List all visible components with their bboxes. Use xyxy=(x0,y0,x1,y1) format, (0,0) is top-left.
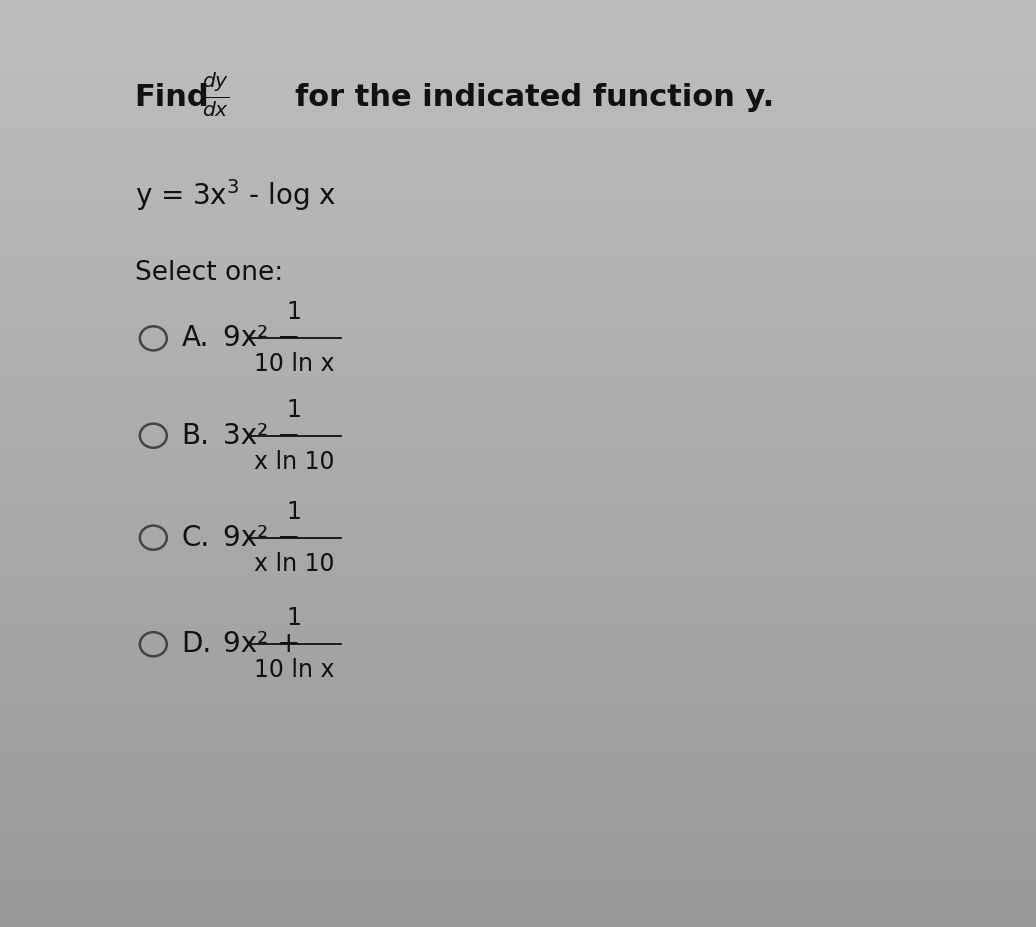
Text: 3x² −: 3x² − xyxy=(223,422,309,450)
Text: 9x² −: 9x² − xyxy=(223,324,309,352)
Text: Find: Find xyxy=(135,83,209,112)
Text: 1: 1 xyxy=(287,606,301,630)
Text: 9x² +: 9x² + xyxy=(223,630,309,658)
Text: x ln 10: x ln 10 xyxy=(254,552,335,576)
Text: 10 ln x: 10 ln x xyxy=(254,658,335,682)
Text: 9x² −: 9x² − xyxy=(223,524,309,552)
Text: Select one:: Select one: xyxy=(135,260,283,286)
Text: A.: A. xyxy=(181,324,208,352)
Text: D.: D. xyxy=(181,630,211,658)
Text: B.: B. xyxy=(181,422,209,450)
Text: 10 ln x: 10 ln x xyxy=(254,352,335,376)
Text: x ln 10: x ln 10 xyxy=(254,450,335,474)
Text: C.: C. xyxy=(181,524,209,552)
Text: 1: 1 xyxy=(287,398,301,422)
Text: y = 3x$^3$ - log x: y = 3x$^3$ - log x xyxy=(135,177,336,212)
Text: 1: 1 xyxy=(287,300,301,324)
Text: 1: 1 xyxy=(287,500,301,524)
Text: for the indicated function y.: for the indicated function y. xyxy=(295,83,775,112)
Text: $\mathit{\frac{dy}{dx}}$: $\mathit{\frac{dy}{dx}}$ xyxy=(202,70,229,119)
